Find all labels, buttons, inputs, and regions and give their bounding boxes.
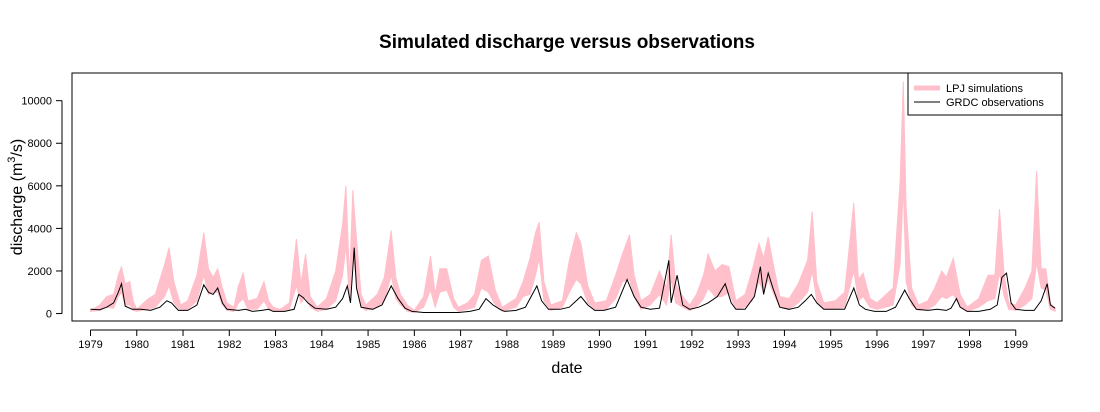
x-tick-label: 1984 [310, 339, 334, 351]
y-tick-label: 2000 [28, 266, 52, 278]
series-lpj-simulations-band [91, 82, 1056, 313]
legend-label-observation: GRDC observations [946, 97, 1044, 109]
x-tick-label: 1985 [356, 339, 380, 351]
x-tick-label: 1999 [1003, 339, 1027, 351]
x-tick-label: 1989 [541, 339, 565, 351]
y-axis-label-unit: /s) [9, 139, 26, 157]
x-tick-label: 1995 [818, 339, 842, 351]
x-tick-label: 1981 [171, 339, 195, 351]
x-tick-label: 1998 [957, 339, 981, 351]
x-tick-label: 1983 [263, 339, 287, 351]
chart-svg: Simulated discharge versus observations … [0, 0, 1100, 412]
x-axis-label: date [551, 360, 582, 377]
y-tick-label: 0 [46, 309, 52, 321]
x-tick-label: 1992 [680, 339, 704, 351]
legend: LPJ simulations GRDC observations [908, 73, 1062, 115]
x-tick-label: 1997 [911, 339, 935, 351]
x-tick-label: 1980 [125, 339, 149, 351]
y-tick-label: 10000 [21, 96, 52, 108]
y-axis-label-main: discharge (m [9, 163, 26, 255]
x-tick-label: 1996 [865, 339, 889, 351]
y-axis-label: discharge (m3/s) [6, 139, 26, 255]
x-tick-label: 1979 [78, 339, 102, 351]
chart-title: Simulated discharge versus observations [379, 32, 755, 53]
y-axis: 0 2000 4000 6000 8000 10000 [21, 96, 62, 321]
y-tick-label: 4000 [28, 223, 52, 235]
y-tick-label: 6000 [28, 181, 52, 193]
x-axis: 1979 1980 1981 1982 1983 1984 1985 1986 1987 1988… [78, 330, 1028, 351]
x-tick-label: 1991 [633, 339, 657, 351]
x-tick-label: 1993 [726, 339, 750, 351]
simulation-band-layer [91, 82, 1056, 313]
x-tick-label: 1986 [402, 339, 426, 351]
x-tick-label: 1990 [587, 339, 611, 351]
y-tick-label: 8000 [28, 138, 52, 150]
legend-label-simulation: LPJ simulations [946, 83, 1024, 95]
x-tick-label: 1987 [448, 339, 472, 351]
x-tick-label: 1988 [495, 339, 519, 351]
x-tick-label: 1982 [217, 339, 241, 351]
x-tick-label: 1994 [772, 339, 796, 351]
